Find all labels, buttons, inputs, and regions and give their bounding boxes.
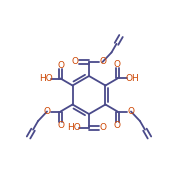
Text: O: O [99, 57, 106, 66]
Text: O: O [99, 124, 106, 132]
Text: HO: HO [67, 124, 81, 132]
Text: O: O [114, 121, 121, 129]
Text: O: O [57, 121, 64, 129]
Text: O: O [72, 57, 79, 66]
Text: OH: OH [126, 74, 139, 83]
Text: O: O [57, 61, 64, 69]
Text: HO: HO [39, 74, 52, 83]
Text: O: O [44, 107, 51, 116]
Text: O: O [114, 61, 121, 69]
Text: O: O [127, 107, 134, 116]
